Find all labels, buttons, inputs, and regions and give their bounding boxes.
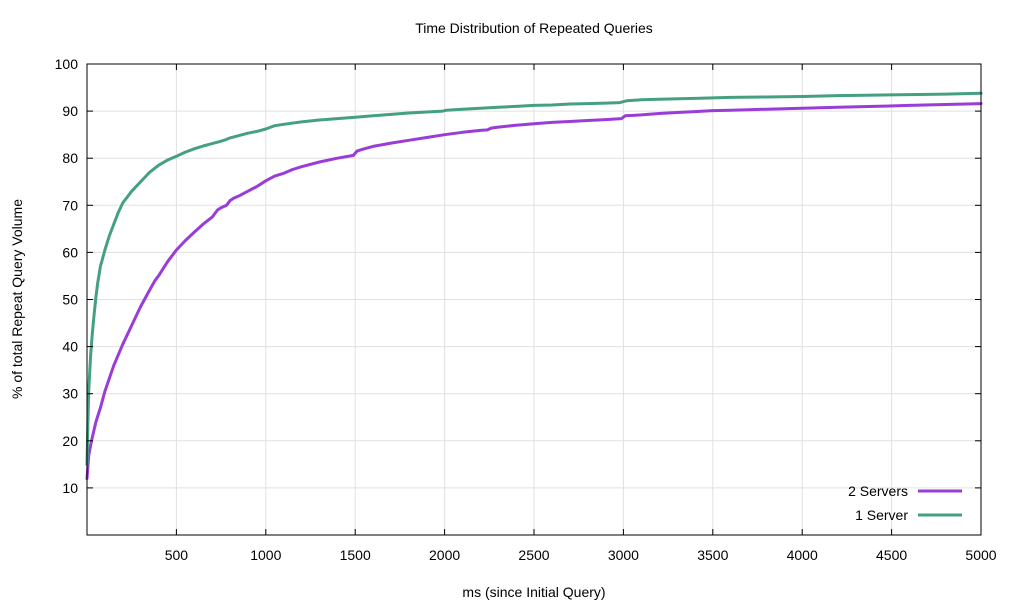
y-tick-label: 30 — [62, 386, 78, 402]
y-tick-label: 50 — [62, 292, 78, 308]
y-tick-label: 10 — [62, 480, 78, 496]
x-tick-label: 4000 — [787, 547, 818, 563]
series-line-2 — [85, 91, 983, 466]
chart-title: Time Distribution of Repeated Queries — [415, 20, 653, 36]
legend-label: 2 Servers — [848, 483, 908, 499]
series-layer — [85, 91, 983, 480]
x-tick-label: 5000 — [965, 547, 996, 563]
grid — [87, 64, 981, 535]
legend: 2 Servers 1 Server — [848, 483, 962, 523]
legend-label: 1 Server — [855, 507, 908, 523]
x-tick-label: 3000 — [608, 547, 639, 563]
x-tick-label: 500 — [165, 547, 189, 563]
x-tick-label: 3500 — [697, 547, 728, 563]
x-axis-title: ms (since Initial Query) — [462, 584, 605, 600]
y-tick-label: 70 — [62, 197, 78, 213]
x-tick-label: 1000 — [250, 547, 281, 563]
x-tick-label: 1500 — [340, 547, 371, 563]
series-line-1 — [85, 102, 983, 480]
y-axis-title: % of total Repeat Query Volume — [9, 199, 25, 399]
y-tick-label: 40 — [62, 339, 78, 355]
y-tick-label: 100 — [55, 56, 79, 72]
y-tick-label: 60 — [62, 244, 78, 260]
y-tick-label: 80 — [62, 150, 78, 166]
x-tick-label: 2000 — [429, 547, 460, 563]
x-tick-label: 2500 — [518, 547, 549, 563]
y-tick-label: 20 — [62, 433, 78, 449]
y-tick-label: 90 — [62, 103, 78, 119]
axis-ticks: 500 1000 1500 2000 2500 3000 3500 4000 4500 5000 1… — [55, 56, 997, 563]
x-tick-label: 4500 — [876, 547, 907, 563]
